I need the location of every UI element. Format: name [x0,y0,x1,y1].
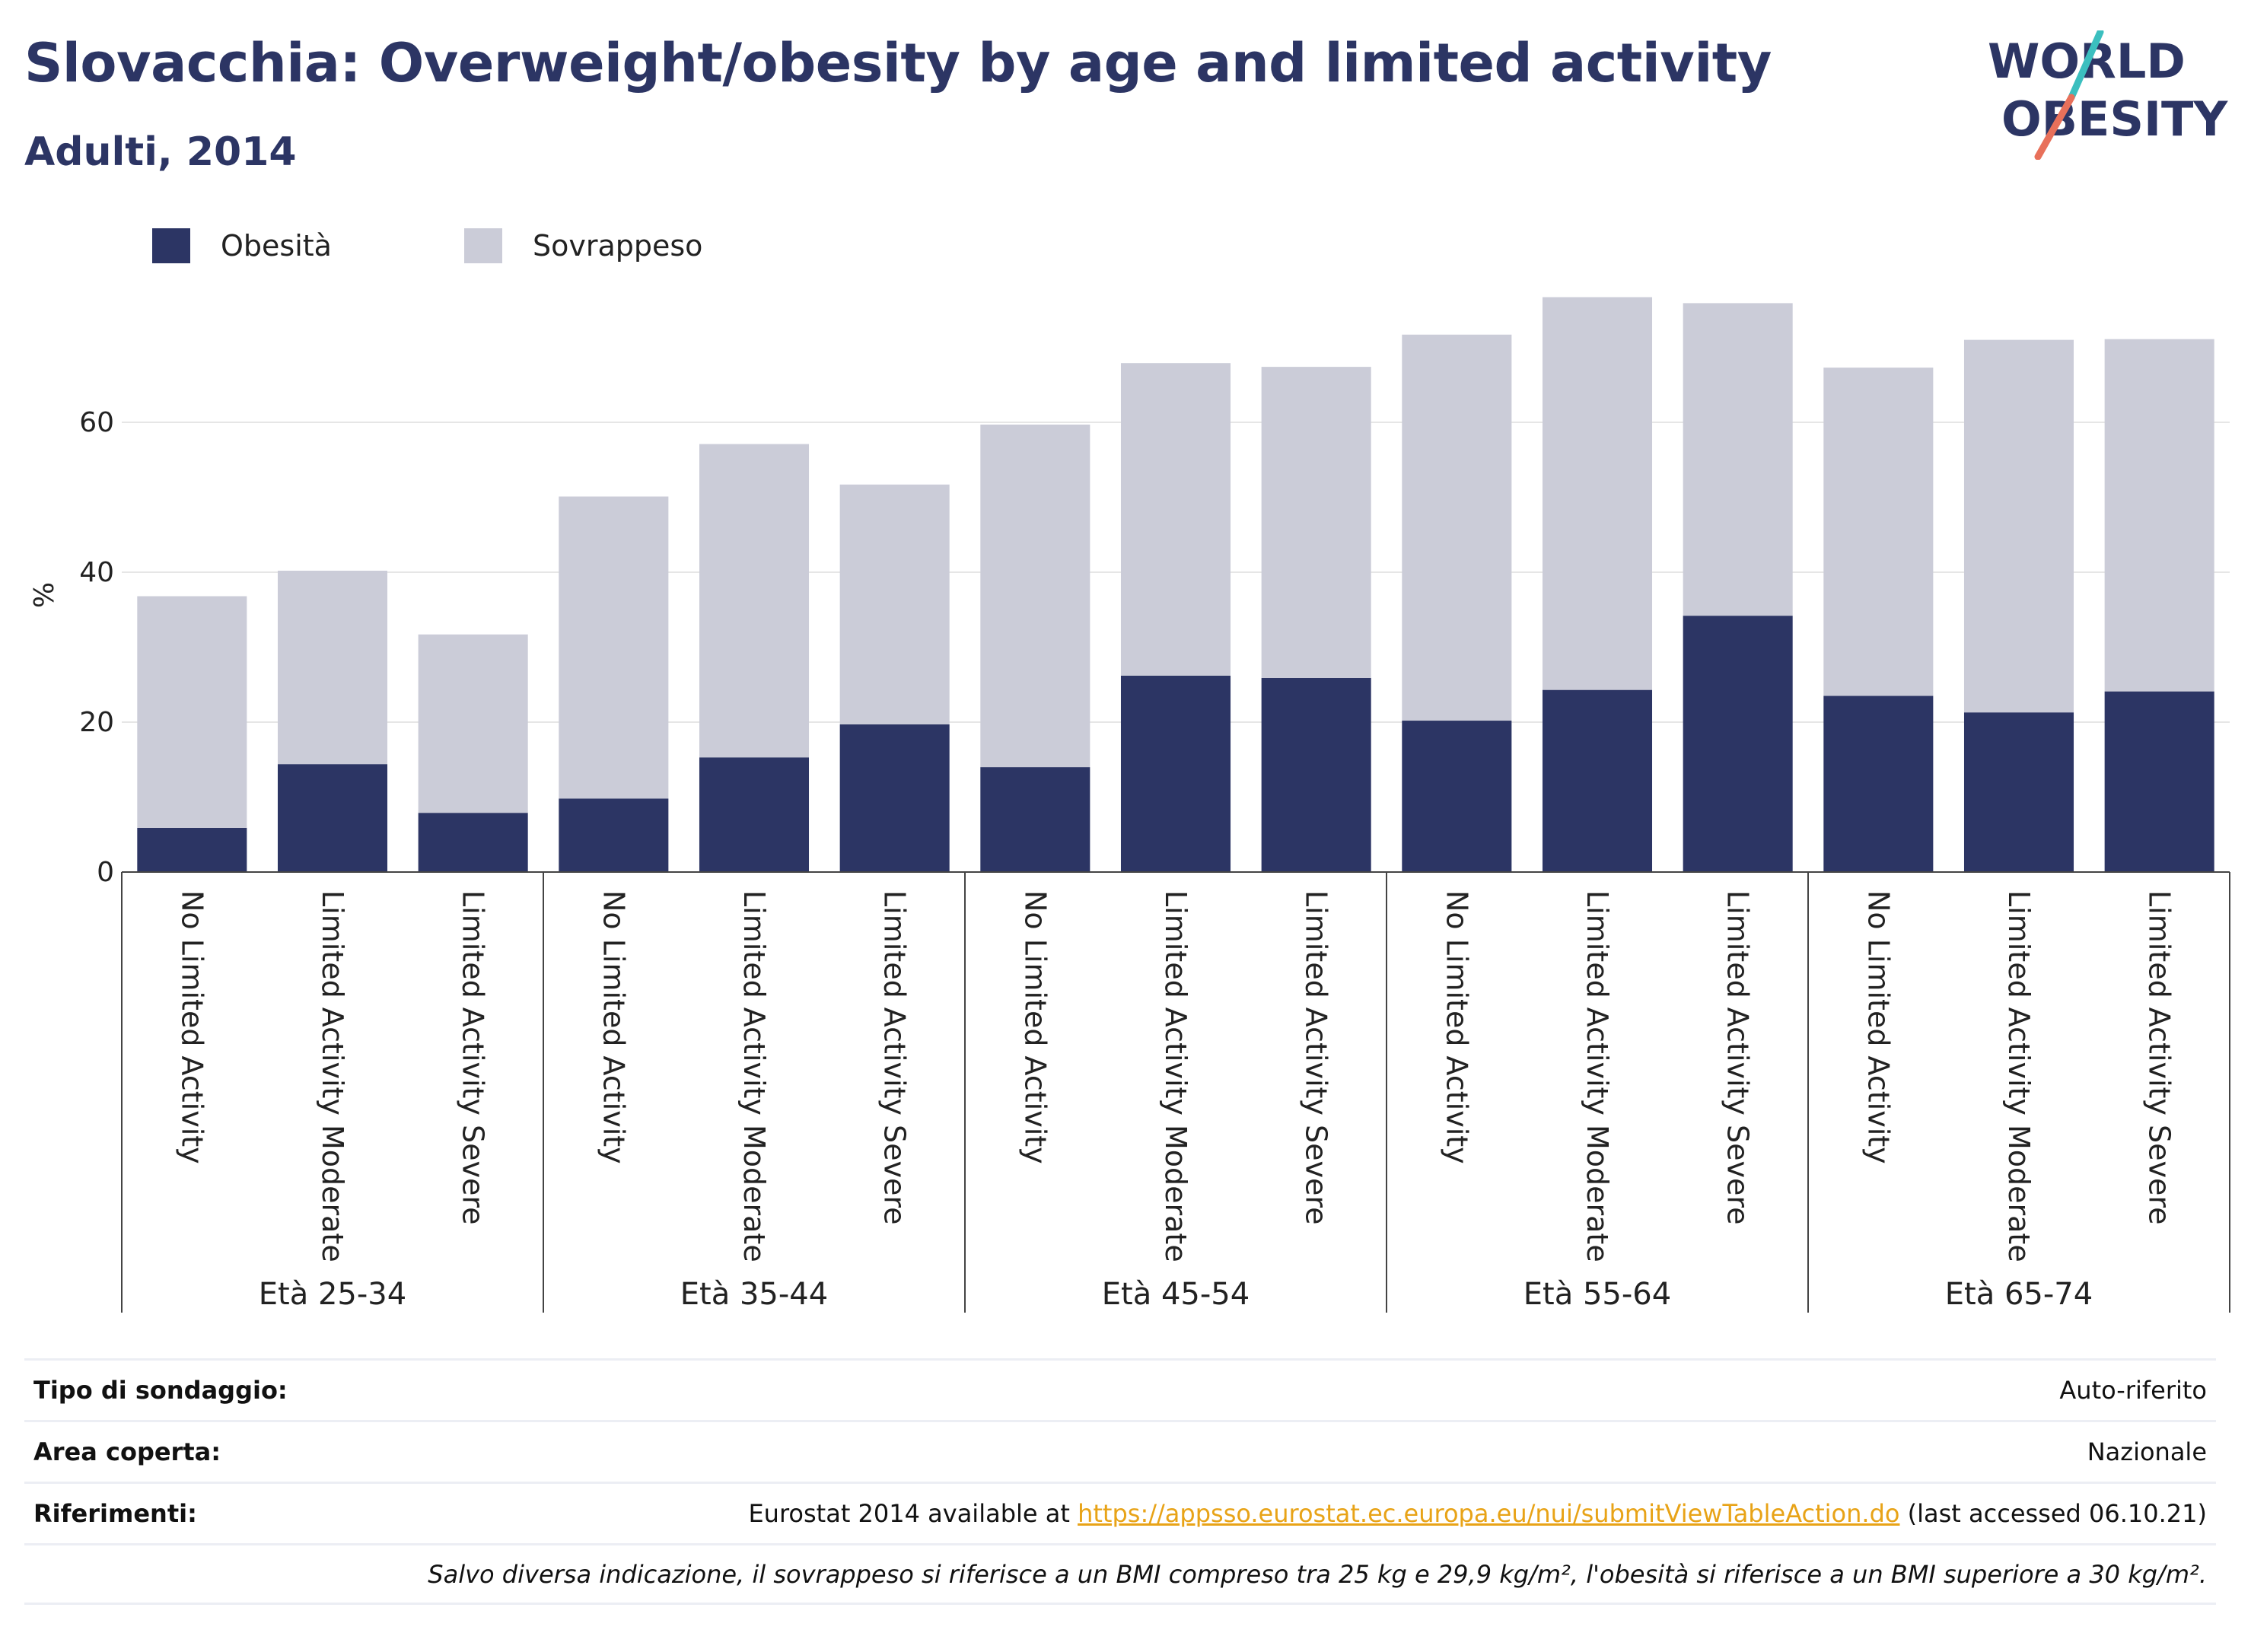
x-category-label: Limited Activity Moderate [737,890,771,1262]
bar-obesity [277,764,388,872]
x-category-label: Limited Activity Severe [1300,890,1333,1225]
bar-overweight [839,484,950,724]
bar-overweight [1963,339,2074,713]
bar-obesity [1261,677,1371,872]
x-group-label: Età 55-64 [1523,1277,1671,1312]
bar-obesity [559,798,669,872]
reference-suffix: (last accessed 06.10.21) [1899,1499,2207,1528]
x-category-label: Limited Activity Severe [457,890,490,1225]
bar-obesity [1120,675,1231,872]
info-table: Tipo di sondaggio: Auto-riferito Area co… [24,1358,2216,1605]
x-category-label: Limited Activity Severe [1721,890,1755,1225]
logo-text-obesity: OBESITY [2001,91,2228,147]
bar-overweight [137,596,247,828]
bar-overweight [1542,297,1653,690]
axis-labels: 0 20 40 60% No Limited Activity Limited Activ… [29,407,2176,1312]
y-tick-label: 60 [79,407,114,438]
x-category-label: No Limited Activity [175,890,209,1164]
axes [121,871,2230,1313]
x-category-label: Limited Activity Severe [2143,890,2176,1225]
bar-overweight [418,634,528,813]
y-tick-label: 40 [79,557,114,588]
legend-swatch-obesity [152,228,190,263]
bar-overweight [1823,368,1934,696]
info-value-area: Nazionale [2087,1437,2207,1466]
info-label-survey-type: Tipo di sondaggio: [33,1376,288,1405]
legend-label-overweight: Sovrappeso [533,229,703,263]
x-category-label: No Limited Activity [1861,890,1895,1164]
y-tick-label: 20 [79,707,114,738]
x-category-label: Limited Activity Severe [878,890,912,1225]
x-group-label: Età 35-44 [680,1277,828,1312]
info-label-area: Area coperta: [33,1437,221,1466]
x-category-label: No Limited Activity [1018,890,1052,1164]
logo-slash-coral [2034,94,2075,160]
bar-overweight [559,496,669,799]
info-row-area: Area coperta: Nazionale [24,1420,2216,1482]
bar-overweight [1120,363,1231,676]
x-category-label: No Limited Activity [1440,890,1473,1164]
y-axis-title: % [29,582,60,608]
info-row-survey-type: Tipo di sondaggio: Auto-riferito [24,1358,2216,1420]
bar-obesity [1542,689,1653,872]
bar-obesity [699,757,810,872]
legend-item-obesity[interactable]: Obesità [152,224,332,267]
legend-item-overweight[interactable]: Sovrappeso [464,224,702,267]
x-group-label: Età 65-74 [1945,1277,2093,1312]
info-label-references: Riferimenti: [33,1499,197,1528]
bar-obesity [1683,616,1793,872]
logo-slash-teal [2068,30,2104,101]
chart-subtitle: Adulti, 2014 [24,129,297,175]
info-row-note: Salvo diversa indicazione, il sovrappeso… [24,1543,2216,1605]
bar-obesity [1963,712,2074,872]
bar-overweight [980,424,1090,768]
info-row-references: Riferimenti: Eurostat 2014 available at … [24,1482,2216,1543]
reference-link[interactable]: https://appsso.eurostat.ec.europa.eu/nui… [1078,1499,1900,1528]
bar-obesity [418,813,528,872]
bar-overweight [277,571,388,765]
chart-title: Slovacchia: Overweight/obesity by age an… [24,32,1772,94]
legend-label-obesity: Obesità [221,229,332,263]
info-value-references: Eurostat 2014 available at https://appss… [748,1499,2207,1528]
bar-overweight [1683,303,1793,616]
bar-obesity [839,724,950,872]
bar-overweight [699,444,810,758]
bars [137,297,2214,872]
x-category-label: No Limited Activity [597,890,630,1164]
bar-overweight [1261,367,1371,678]
legend-swatch-overweight [464,228,502,263]
world-obesity-logo: WORLD OBESITY [1988,30,2228,160]
bar-obesity [980,767,1090,872]
reference-prefix: Eurostat 2014 available at [748,1499,1078,1528]
bar-obesity [1402,721,1512,872]
bar-obesity [137,827,247,872]
stacked-bar-chart: 0 20 40 60% No Limited Activity Limited Activ… [29,297,2230,1313]
x-group-label: Età 25-34 [259,1277,406,1312]
bar-obesity [1823,695,1934,872]
bar-overweight [1402,334,1512,721]
info-value-survey-type: Auto-riferito [2059,1376,2207,1405]
y-tick-label: 0 [97,857,114,888]
x-category-label: Limited Activity Moderate [316,890,349,1262]
bar-overweight [2104,339,2214,692]
x-category-label: Limited Activity Moderate [2002,890,2036,1262]
bar-obesity [2104,691,2214,872]
x-category-label: Limited Activity Moderate [1159,890,1192,1262]
bmi-footnote: Salvo diversa indicazione, il sovrappeso… [428,1559,2207,1589]
x-group-label: Età 45-54 [1102,1277,1250,1312]
x-category-label: Limited Activity Moderate [1581,890,1614,1262]
